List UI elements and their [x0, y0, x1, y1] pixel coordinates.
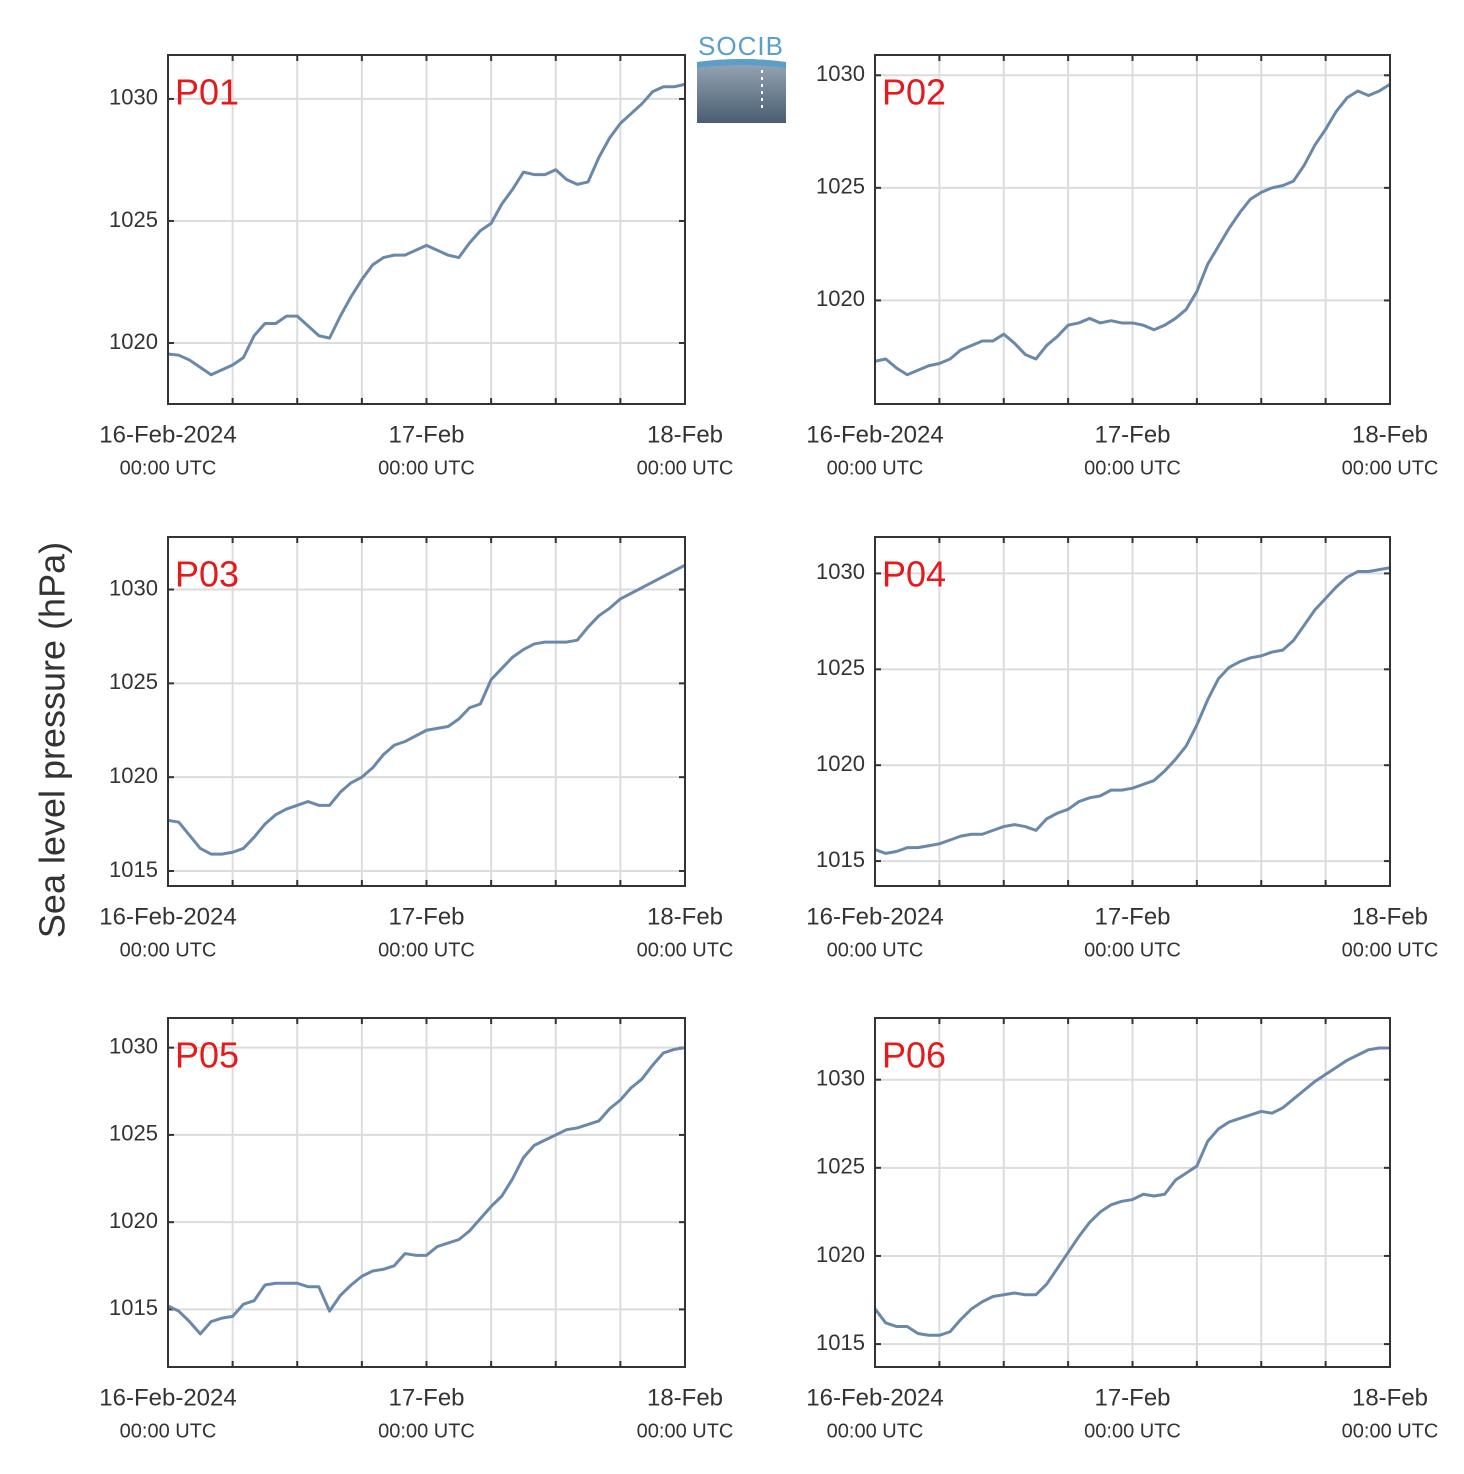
panel: 16-Feb-2024 00:00 UTC 17-Feb 00:00 UTC 18-Fe…: [806, 54, 1439, 479]
x-tick-sublabel: 00:00 UTC: [378, 457, 475, 479]
x-tick-sublabel: 00:00 UTC: [827, 939, 924, 961]
logo-text: SOCIB: [698, 31, 784, 61]
x-tick-sublabel: 00:00 UTC: [120, 457, 217, 479]
panel: 16-Feb-2024 00:00 UTC 17-Feb 00:00 UTC 18-Fe…: [99, 1017, 734, 1442]
panel-title: P02: [882, 72, 946, 113]
x-tick-sublabel: 00:00 UTC: [1342, 1420, 1439, 1442]
x-tick-label: 17-Feb: [1094, 421, 1170, 448]
x-tick-sublabel: 00:00 UTC: [378, 939, 475, 961]
y-tick-label: 1030: [109, 575, 158, 600]
x-tick-sublabel: 00:00 UTC: [827, 457, 924, 479]
logo-shape: [697, 59, 786, 123]
data-line: [873, 1046, 1390, 1337]
y-tick-label: 1025: [109, 1121, 158, 1146]
logo-wave: [697, 59, 786, 68]
x-tick-sublabel: 00:00 UTC: [1084, 457, 1181, 479]
plot-frame: [167, 536, 686, 887]
data-line: [874, 566, 1391, 855]
plot-frame: [874, 1017, 1391, 1368]
x-tick-sublabel: 00:00 UTC: [637, 939, 734, 961]
y-tick-label: 1030: [816, 61, 865, 86]
y-tick-label: 1025: [816, 1154, 865, 1179]
x-tick-label: 18-Feb: [1352, 421, 1428, 448]
y-tick-label: 1025: [109, 207, 158, 232]
y-tick-label: 1020: [816, 1242, 865, 1267]
x-tick-sublabel: 00:00 UTC: [378, 1420, 475, 1442]
y-tick-label: 1015: [109, 857, 158, 882]
x-tick-label: 16-Feb-2024: [806, 421, 943, 448]
y-tick-label: 1015: [109, 1295, 158, 1320]
x-tick-label: 18-Feb: [647, 903, 723, 930]
panel: 16-Feb-2024 00:00 UTC 17-Feb 00:00 UTC 18-Fe…: [99, 536, 734, 961]
panel-title: P03: [175, 554, 239, 595]
panel-title: P05: [175, 1035, 239, 1076]
y-tick-label: 1030: [109, 1033, 158, 1058]
x-tick-label: 16-Feb-2024: [99, 1384, 236, 1411]
y-tick-label: 1020: [109, 329, 158, 354]
panel: 16-Feb-2024 00:00 UTC 17-Feb 00:00 UTC 18-Fe…: [806, 536, 1439, 961]
y-tick-label: 1025: [816, 655, 865, 680]
x-tick-label: 16-Feb-2024: [806, 1384, 943, 1411]
panel: 16-Feb-2024 00:00 UTC 17-Feb 00:00 UTC 18-Fe…: [806, 1017, 1439, 1442]
x-tick-sublabel: 00:00 UTC: [637, 457, 734, 479]
y-tick-label: 1020: [109, 763, 158, 788]
y-tick-label: 1025: [109, 669, 158, 694]
y-tick-label: 1025: [816, 174, 865, 199]
y-tick-label: 1030: [816, 1066, 865, 1091]
plot-frame: [874, 54, 1391, 405]
plot-frame: [167, 1017, 686, 1368]
x-tick-sublabel: 00:00 UTC: [1342, 939, 1439, 961]
y-tick-label: 1030: [816, 559, 865, 584]
x-tick-sublabel: 00:00 UTC: [120, 939, 217, 961]
x-tick-label: 18-Feb: [1352, 903, 1428, 930]
data-line: [167, 563, 686, 856]
x-tick-sublabel: 00:00 UTC: [1342, 457, 1439, 479]
x-tick-label: 16-Feb-2024: [99, 903, 236, 930]
x-tick-label: 18-Feb: [647, 1384, 723, 1411]
panel-title: P01: [175, 72, 239, 113]
x-tick-sublabel: 00:00 UTC: [1084, 939, 1181, 961]
y-tick-label: 1020: [109, 1208, 158, 1233]
plot-frame: [167, 54, 686, 405]
x-tick-label: 17-Feb: [388, 421, 464, 448]
x-tick-sublabel: 00:00 UTC: [827, 1420, 924, 1442]
plot-frame: [874, 536, 1391, 887]
x-tick-label: 18-Feb: [1352, 1384, 1428, 1411]
x-tick-label: 17-Feb: [1094, 903, 1170, 930]
data-line: [167, 1046, 686, 1336]
logo: SOCIB: [697, 31, 786, 123]
y-axis-label: Sea level pressure (hPa): [32, 542, 73, 938]
panel: 16-Feb-2024 00:00 UTC 17-Feb 00:00 UTC 18-Fe…: [99, 54, 734, 479]
data-line: [167, 82, 686, 377]
x-tick-label: 17-Feb: [388, 903, 464, 930]
x-tick-label: 18-Feb: [647, 421, 723, 448]
x-tick-sublabel: 00:00 UTC: [637, 1420, 734, 1442]
y-tick-label: 1020: [816, 751, 865, 776]
y-tick-label: 1015: [816, 847, 865, 872]
y-tick-label: 1015: [816, 1330, 865, 1355]
y-tick-label: 1020: [816, 286, 865, 311]
y-tick-label: 1030: [109, 85, 158, 110]
x-tick-sublabel: 00:00 UTC: [120, 1420, 217, 1442]
panel-title: P06: [882, 1035, 946, 1076]
x-tick-label: 16-Feb-2024: [806, 903, 943, 930]
data-line: [874, 83, 1391, 377]
x-tick-label: 17-Feb: [388, 1384, 464, 1411]
x-tick-sublabel: 00:00 UTC: [1084, 1420, 1181, 1442]
x-tick-label: 17-Feb: [1094, 1384, 1170, 1411]
panel-title: P04: [882, 554, 946, 595]
x-tick-label: 16-Feb-2024: [99, 421, 236, 448]
